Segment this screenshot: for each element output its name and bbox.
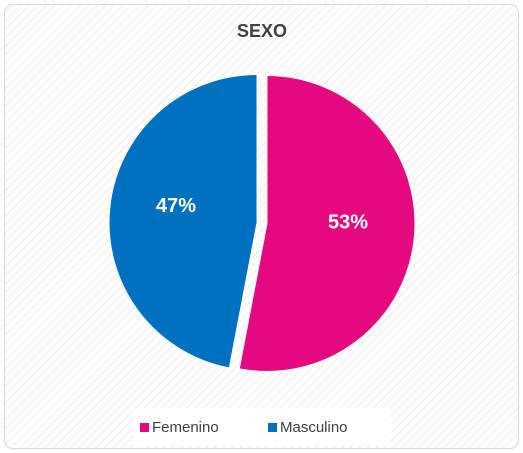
pie-slice — [108, 74, 258, 369]
chart-title: SEXO — [237, 21, 287, 41]
legend-box — [133, 408, 391, 446]
legend-label: Masculino — [280, 419, 348, 436]
legend-swatch — [268, 423, 277, 432]
legend-swatch — [140, 423, 149, 432]
data-label: 53% — [328, 211, 368, 233]
chart-frame — [4, 4, 519, 449]
data-label: 47% — [156, 195, 196, 217]
pie-slice — [238, 74, 416, 372]
legend-label: Femenino — [152, 419, 219, 436]
